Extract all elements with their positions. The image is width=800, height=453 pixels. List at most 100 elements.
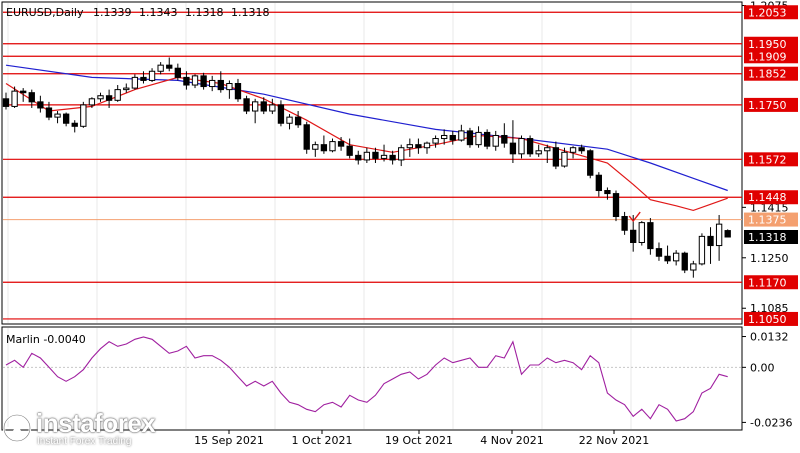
level-tag [744, 97, 798, 112]
candle [140, 71, 147, 84]
candle-body-bear [415, 144, 422, 149]
level-tag [744, 66, 798, 81]
level-tag [744, 212, 798, 227]
candle [148, 68, 156, 82]
candle [561, 147, 568, 168]
candle-body-bear [509, 142, 517, 155]
watermark-tagline: Instant Forex Trading [37, 435, 132, 447]
candle-body-bear [28, 92, 35, 103]
candle [681, 251, 688, 274]
candle-body-bull [123, 87, 130, 91]
candle-body-bear [200, 75, 207, 88]
level-tag-label: 1.1909 [748, 50, 787, 63]
candle [303, 121, 310, 154]
candle-body-bull [569, 147, 577, 153]
candle-body-bear [664, 255, 671, 262]
checkmark-annotation [628, 211, 641, 223]
candle-body-bear [2, 98, 10, 107]
x-tick-label: 4 Nov 2021 [480, 434, 543, 447]
candle [183, 71, 190, 90]
candle [2, 92, 10, 110]
level-tag-label: 1.1448 [748, 191, 787, 204]
x-tick-label: 22 Nov 2021 [579, 434, 649, 447]
current-price-tag [744, 229, 798, 244]
level-tag [744, 49, 798, 64]
x-tick-label: 1 Oct 2021 [291, 434, 352, 447]
candle-body-bear [277, 104, 285, 124]
candle-body-bear [243, 98, 250, 112]
candle [363, 147, 371, 163]
candle-body-bear [578, 147, 585, 152]
symbol-name: EURUSD,Daily [6, 6, 84, 19]
candle-body-bull [80, 104, 87, 127]
candle [423, 141, 431, 154]
candle [346, 138, 353, 159]
candle-body-bull [286, 116, 293, 124]
candle [45, 101, 53, 121]
candle [432, 135, 439, 148]
candle [441, 129, 448, 145]
candle [320, 135, 328, 154]
candle-body-bull [544, 147, 551, 152]
candle-body-bear [604, 190, 611, 195]
indicator-y-tick-label: 0.0132 [750, 331, 789, 344]
ohlc-high: 1.1343 [139, 6, 178, 19]
indicator-y-tick-label: 0.00 [750, 361, 775, 374]
candle-body-bear [37, 101, 44, 109]
candle [277, 100, 285, 127]
candle-body-bear [183, 76, 190, 86]
x-tick-label: 19 Oct 2021 [385, 434, 453, 447]
candle [475, 126, 482, 148]
candle-body-bull [561, 151, 568, 167]
candle [269, 98, 276, 115]
candle-body-bear [303, 124, 310, 150]
candle-body-bear [140, 76, 147, 81]
x-tick-label: 15 Sep 2021 [194, 434, 264, 447]
candle-body-bear [217, 79, 224, 91]
level-tag [744, 36, 798, 51]
candle-body-bear [526, 138, 534, 155]
candle [251, 98, 259, 124]
candle-body-bull [398, 147, 405, 161]
candle-body-bull [312, 144, 319, 150]
indicator-layer [3, 336, 742, 422]
level-tag-label: 1.1572 [748, 153, 787, 166]
candle [509, 120, 517, 163]
candle [621, 211, 628, 235]
candle [20, 88, 27, 102]
candle-body-bear [389, 154, 396, 161]
symbol-header: EURUSD,Daily 1.1339 1.1343 1.1318 1.1318 [6, 6, 269, 19]
level-tag-label: 1.1375 [748, 214, 787, 227]
ohlc-low: 1.1318 [185, 6, 224, 19]
candle [672, 250, 680, 266]
candle [71, 120, 78, 133]
candle-body-bull [191, 75, 199, 86]
candle-body-bear [105, 95, 113, 101]
candle [372, 147, 379, 163]
candle [97, 92, 104, 102]
candle [174, 63, 181, 81]
candle [260, 97, 267, 115]
candle-body-bull [329, 141, 336, 152]
candle [612, 190, 620, 222]
candle [604, 187, 611, 200]
candle-body-bear [552, 147, 560, 167]
candle [552, 141, 560, 170]
candle-body-bull [518, 138, 525, 155]
candle-body-bear [630, 229, 637, 243]
candle [105, 89, 113, 108]
level-tag-label: 1.2053 [748, 6, 787, 19]
candle-body-bear [655, 248, 663, 257]
candle [544, 144, 551, 163]
level-tag [744, 5, 798, 20]
candle-body-bull [131, 76, 139, 89]
candle [28, 89, 35, 108]
candle-body-bear [595, 174, 602, 192]
candle [638, 221, 645, 246]
candle [690, 260, 697, 278]
candle-body-bear [45, 107, 53, 118]
y-tick-label: 1.1250 [750, 252, 789, 265]
level-tag [744, 190, 798, 205]
candle-body-bear [20, 90, 27, 94]
